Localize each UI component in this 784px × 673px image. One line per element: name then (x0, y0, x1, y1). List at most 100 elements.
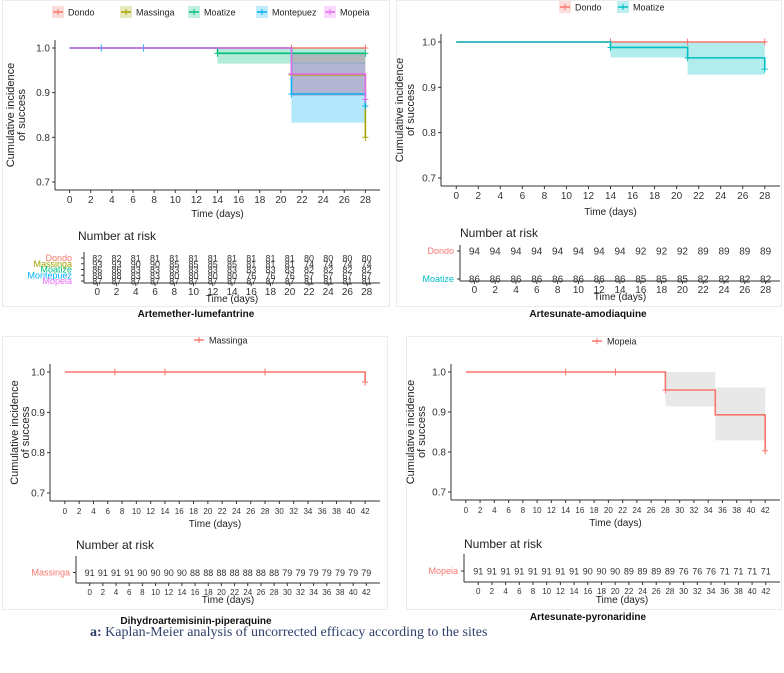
x-tick-label: 30 (675, 506, 684, 515)
risk-x-tick-label: 26 (739, 285, 751, 296)
risk-x-tick-label: 26 (652, 587, 661, 596)
risk-x-tick-label: 26 (256, 588, 265, 597)
y-tick-label: 1.0 (432, 368, 446, 379)
x-tick-label: 20 (671, 191, 683, 202)
risk-x-tick-label: 2 (490, 587, 495, 596)
risk-count: 89 (665, 567, 675, 577)
risk-count: 82 (323, 265, 333, 275)
risk-count: 81 (227, 254, 237, 264)
x-tick-label: 0 (67, 195, 73, 206)
risk-count: 82 (760, 275, 772, 286)
y-tick-label: 0.7 (432, 488, 446, 499)
x-tick-label: 20 (203, 507, 212, 516)
risk-count: 85 (227, 259, 237, 269)
x-axis-title: Time (days) (584, 207, 636, 218)
km-curve-mopeia (465, 371, 766, 451)
risk-count: 94 (552, 247, 564, 258)
x-tick-label: 38 (332, 507, 341, 516)
legend-item: Montepuez (256, 6, 317, 18)
x-tick-label: 14 (605, 191, 617, 202)
risk-count: 91 (528, 567, 538, 577)
x-tick-label: 42 (361, 507, 370, 516)
y-axis-title-line: of success (405, 84, 417, 136)
risk-x-tick-label: 12 (164, 588, 173, 597)
legend-label: Mopeia (607, 337, 637, 347)
x-tick-label: 2 (77, 507, 82, 516)
x-tick-label: 18 (189, 507, 198, 516)
risk-x-tick-label: 20 (217, 588, 226, 597)
km-curve-moatize (456, 41, 766, 70)
risk-count: 81 (246, 259, 256, 269)
risk-count: 94 (531, 247, 543, 258)
risk-count: 81 (285, 254, 295, 264)
x-tick-label: 4 (91, 507, 96, 516)
risk-count: 93 (112, 259, 122, 269)
risk-count: 85 (189, 259, 199, 269)
risk-count: 86 (112, 265, 122, 275)
y-tick-label: 0.9 (422, 83, 436, 94)
risk-count: 87 (208, 277, 218, 287)
legend-label: Massinga (136, 8, 175, 18)
risk-x-tick-label: 20 (284, 287, 296, 298)
risk-x-tick-label: 0 (476, 587, 481, 596)
risk-count: 79 (295, 568, 305, 578)
x-tick-label: 40 (746, 506, 755, 515)
risk-count: 87 (189, 277, 199, 287)
risk-count: 94 (490, 247, 502, 258)
x-tick-label: 14 (160, 507, 169, 516)
risk-row-label: Massinga (33, 259, 72, 269)
risk-count: 83 (208, 265, 218, 275)
y-axis-title: Cumulative incidenceof success (5, 63, 28, 168)
legend-item: Massinga (120, 6, 175, 18)
risk-x-tick-label: 4 (503, 587, 508, 596)
x-axis-title: Time (days) (191, 209, 243, 220)
risk-count: 85 (656, 275, 668, 286)
risk-count: 89 (624, 567, 634, 577)
x-tick-label: 42 (761, 506, 770, 515)
risk-x-tick-label: 18 (597, 587, 606, 596)
risk-count: 89 (718, 247, 730, 258)
risk-count: 88 (190, 568, 200, 578)
caption-label: a: (90, 625, 102, 640)
risk-count: 87 (150, 277, 160, 287)
x-tick-label: 34 (303, 507, 312, 516)
risk-x-tick-label: 12 (594, 285, 606, 296)
risk-x-tick-label: 40 (349, 588, 358, 597)
risk-count: 91 (569, 567, 579, 577)
risk-count: 90 (137, 568, 147, 578)
x-tick-label: 10 (561, 191, 573, 202)
risk-count: 80 (169, 271, 179, 281)
risk-x-tick-label: 8 (531, 587, 536, 596)
legend-item: Mopeia (592, 337, 637, 347)
risk-count: 83 (131, 271, 141, 281)
risk-count: 91 (98, 568, 108, 578)
risk-count: 93 (92, 259, 102, 269)
risk-count: 83 (169, 265, 179, 275)
x-tick-label: 10 (132, 507, 141, 516)
x-tick-label: 6 (520, 191, 526, 202)
risk-count: 76 (285, 271, 295, 281)
x-tick-label: 4 (109, 195, 115, 206)
risk-x-tick-label: 18 (204, 588, 213, 597)
risk-count: 76 (692, 567, 702, 577)
x-tick-label: 6 (506, 506, 511, 515)
risk-count: 74 (362, 259, 372, 269)
x-tick-label: 38 (732, 506, 741, 515)
y-axis-title-line: of success (16, 89, 28, 141)
risk-x-tick-label: 14 (177, 588, 186, 597)
panel-title: Artemether-lumefantrine (137, 309, 255, 320)
risk-count: 87 (285, 277, 295, 287)
risk-count: 90 (177, 568, 187, 578)
risk-count: 88 (269, 568, 279, 578)
risk-x-tick-label: 30 (283, 588, 292, 597)
risk-x-tick-label: 24 (243, 588, 252, 597)
risk-x-tick-label: 6 (534, 285, 540, 296)
figure-caption: a: Kaplan-Meier analysis of uncorrected … (90, 625, 487, 641)
risk-count: 88 (216, 568, 226, 578)
x-tick-label: 18 (590, 506, 599, 515)
legend-item: Massinga (194, 336, 248, 346)
x-tick-label: 0 (464, 506, 469, 515)
risk-count: 80 (362, 254, 372, 264)
